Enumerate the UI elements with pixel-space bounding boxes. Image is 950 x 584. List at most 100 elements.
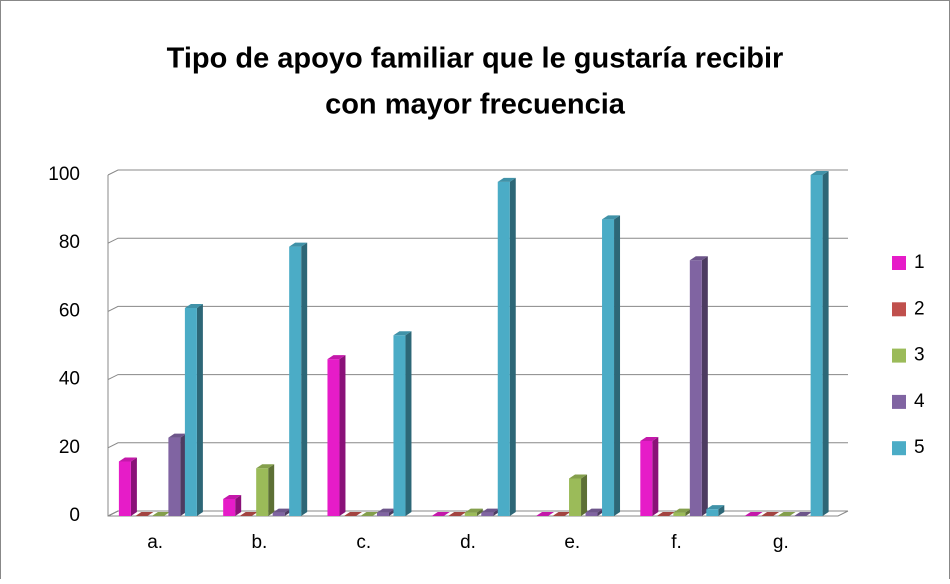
bar-top — [360, 512, 379, 516]
bar-side — [718, 505, 725, 516]
bar-top — [431, 512, 450, 516]
bar-top — [464, 508, 483, 513]
bar — [289, 246, 302, 517]
bar — [118, 461, 131, 516]
y-tick-label: 100 — [48, 164, 80, 185]
bar-side — [235, 494, 242, 516]
bar-side — [614, 215, 621, 516]
y-tick-label: 60 — [59, 300, 80, 321]
legend-swatch — [892, 348, 906, 363]
bar-top — [481, 508, 500, 513]
bar-top — [151, 512, 170, 516]
bar-top — [536, 512, 555, 516]
bar-side — [509, 177, 516, 516]
x-tick-label: g. — [773, 532, 789, 553]
x-tick-label: a. — [147, 532, 163, 553]
legend-label: 2 — [914, 298, 925, 319]
bar-side — [405, 331, 412, 516]
bar-side — [822, 171, 829, 516]
bar-top — [239, 512, 258, 516]
bar-top — [256, 464, 275, 469]
bar-top — [448, 512, 467, 516]
bar-top — [810, 171, 829, 175]
bar-top — [744, 512, 763, 516]
x-tick-label: c. — [356, 532, 371, 553]
bar-top — [761, 512, 780, 516]
bar — [184, 307, 197, 516]
y-tick-label: 0 — [69, 505, 80, 526]
bar — [640, 440, 653, 516]
legend-swatch — [892, 256, 906, 270]
bar — [256, 468, 269, 516]
y-tick-label: 40 — [59, 369, 80, 390]
bar-side — [476, 508, 483, 516]
bar-top — [673, 508, 692, 513]
bar — [673, 512, 686, 516]
bar-top — [289, 242, 308, 247]
bar — [223, 498, 236, 516]
legend-swatch — [892, 394, 906, 409]
bar-top — [272, 508, 291, 513]
bar-top — [135, 512, 154, 516]
bar — [810, 175, 823, 516]
legend-label: 4 — [914, 391, 925, 412]
bar-top — [689, 256, 708, 261]
bar-side — [301, 242, 308, 517]
bar — [706, 509, 719, 516]
bar — [272, 512, 285, 516]
x-tick-label: b. — [251, 532, 267, 553]
bar — [464, 512, 477, 516]
bar-top — [552, 512, 571, 516]
bar-top — [640, 436, 659, 441]
bar-side — [130, 457, 137, 516]
bar-side — [581, 474, 588, 516]
y-tick-label: 80 — [59, 232, 80, 253]
bar-side — [196, 303, 203, 516]
bar-top — [794, 512, 813, 516]
bar-top — [585, 508, 604, 513]
bar-top — [656, 512, 675, 516]
bar-top — [184, 303, 203, 308]
bar-side — [652, 436, 659, 516]
bar — [585, 512, 598, 516]
bar-side — [701, 256, 708, 516]
bar-top — [393, 331, 412, 336]
bar-top — [777, 512, 796, 516]
bar — [376, 512, 389, 516]
bar-top — [497, 177, 516, 182]
x-tick-label: d. — [460, 532, 476, 553]
legend-swatch — [892, 302, 906, 317]
x-tick-label: f. — [671, 532, 682, 553]
bar — [602, 219, 615, 516]
bar — [689, 260, 702, 516]
bar — [168, 437, 181, 516]
bar-top — [602, 215, 621, 220]
bar — [569, 478, 582, 516]
y-tick-label: 20 — [59, 437, 80, 458]
chart-title: con mayor frecuencia — [325, 89, 626, 121]
bar — [393, 335, 406, 516]
legend-label: 3 — [914, 345, 925, 366]
bar — [497, 181, 510, 516]
bar — [327, 359, 340, 516]
bar — [481, 512, 494, 516]
legend-swatch — [892, 441, 906, 456]
grid-line — [107, 169, 848, 176]
bar-top — [706, 505, 725, 510]
bar-top — [343, 512, 362, 516]
bar-top — [118, 457, 137, 462]
bar-top — [569, 474, 588, 479]
bar-side — [339, 355, 346, 516]
bar-top — [223, 494, 242, 499]
bar-top — [168, 433, 187, 438]
chart-title: Tipo de apoyo familiar que le gustaría r… — [167, 43, 784, 75]
legend-label: 5 — [914, 437, 925, 458]
x-tick-label: e. — [564, 532, 580, 553]
legend-label: 1 — [914, 252, 925, 273]
bar-top — [327, 355, 346, 360]
bar-side — [268, 464, 275, 516]
bar-top — [376, 508, 395, 513]
